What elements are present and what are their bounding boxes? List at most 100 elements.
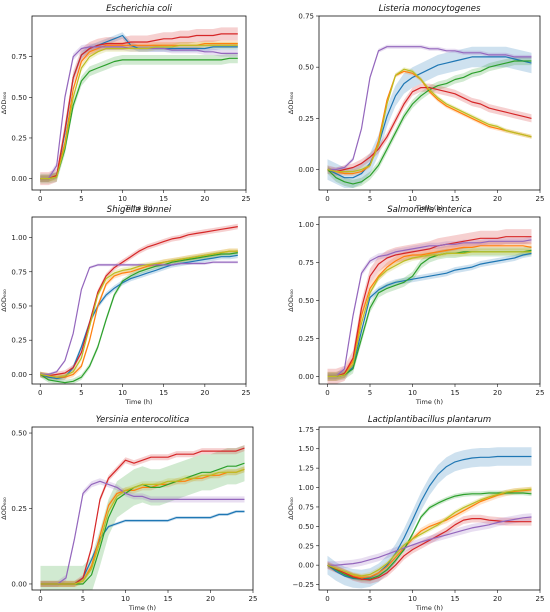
x-axis-label: Time (h) (415, 204, 443, 212)
y-tick-label: 0.50 (11, 94, 27, 102)
x-tick-label: 15 (159, 195, 168, 203)
series-2-band (327, 486, 532, 581)
series-3-band (327, 490, 532, 582)
series-5-line (327, 239, 532, 377)
series-5-line (327, 46, 532, 171)
plot-area (40, 445, 245, 590)
x-tick-label: 10 (121, 595, 130, 603)
x-tick-label: 0 (38, 389, 42, 397)
plot-area (327, 447, 532, 589)
series-5-line (40, 261, 238, 375)
y-axis-label: ΔOD₆₀₀ (287, 289, 295, 312)
y-axis-label: ΔOD₆₀₀ (0, 497, 8, 520)
series-6-line (327, 488, 532, 577)
y-tick-label: 1.50 (298, 445, 314, 453)
x-tick-label: 25 (536, 195, 545, 203)
panel-title: Listeria monocytogenes (379, 4, 481, 14)
x-tick-label: 25 (249, 595, 258, 603)
y-tick-label: −0.25 (293, 581, 314, 589)
x-tick-label: 5 (81, 595, 85, 603)
x-axis-label: Time (h) (128, 604, 156, 612)
series-5-band (327, 513, 532, 569)
plot-area (39, 223, 238, 384)
x-tick-label: 25 (242, 195, 251, 203)
y-tick-label: 0.25 (298, 335, 314, 343)
x-tick-label: 0 (38, 595, 42, 603)
y-tick-label: 0.50 (11, 430, 27, 438)
x-tick-label: 0 (325, 595, 329, 603)
y-tick-label: 0.25 (298, 115, 314, 123)
x-tick-label: 20 (206, 595, 215, 603)
y-tick-label: 0.25 (298, 542, 314, 550)
x-tick-label: 20 (493, 195, 502, 203)
y-axis-label: ΔOD₆₀₀ (0, 289, 8, 312)
y-tick-label: 0.00 (298, 562, 314, 570)
series-3-band (40, 53, 238, 184)
x-tick-label: 10 (408, 389, 417, 397)
panel-title: Shigella sonnei (107, 205, 172, 215)
series-4-band (327, 229, 532, 384)
series-6-band (327, 67, 532, 174)
series-6-line (327, 68, 532, 173)
plot-area (40, 27, 238, 186)
y-tick-label: 0.00 (298, 373, 314, 381)
x-tick-label: 20 (493, 595, 502, 603)
series-3-line (39, 252, 238, 384)
y-tick-label: 0.75 (298, 13, 314, 21)
x-tick-label: 25 (536, 389, 545, 397)
series-1-line (327, 56, 532, 179)
x-tick-label: 5 (368, 389, 372, 397)
panel-title: Yersinia enterocolitica (96, 415, 189, 425)
x-tick-label: 5 (79, 389, 83, 397)
series-2-line (40, 42, 238, 180)
series-4-band (327, 83, 532, 176)
panel-title: Escherichia coli (106, 4, 173, 14)
series-1-band (40, 252, 238, 382)
x-tick-label: 10 (408, 595, 417, 603)
y-tick-label: 0.75 (11, 268, 27, 276)
series-4-line (327, 86, 532, 173)
y-tick-label: 1.25 (298, 465, 314, 473)
y-tick-label: 0.50 (11, 302, 27, 310)
x-axis-label: Time (h) (415, 398, 443, 406)
y-tick-label: 0.00 (298, 166, 314, 174)
x-tick-label: 0 (325, 195, 329, 203)
chart-panel-2: 0 5 10 15 20 25 0.00 0.25 0.50 0.75 Listeria monoc… (287, 4, 544, 212)
series-5-line (40, 480, 245, 585)
panels: 0 5 10 15 20 25 0.00 0.25 0.50 0.75 Escherichia co… (0, 4, 544, 612)
series-2-band (40, 466, 245, 587)
y-tick-label: 0.25 (11, 134, 27, 142)
x-tick-label: 5 (368, 595, 372, 603)
x-axis-label: Time (h) (124, 204, 152, 212)
series-2-line (327, 245, 532, 377)
y-tick-label: 0.00 (11, 371, 27, 379)
series-4-line (40, 226, 238, 377)
series-3-band (40, 445, 245, 590)
x-axis-label: Time (h) (124, 398, 152, 406)
x-tick-label: 20 (200, 389, 209, 397)
series-3-line (40, 57, 238, 180)
y-tick-label: 0.25 (11, 337, 27, 345)
x-tick-label: 5 (368, 195, 372, 203)
y-tick-label: 0.00 (11, 580, 27, 588)
axes-frame (31, 15, 247, 191)
y-tick-label: 0.25 (11, 505, 27, 513)
y-tick-label: 0.00 (11, 175, 27, 183)
x-tick-label: 20 (200, 195, 209, 203)
x-tick-label: 15 (164, 595, 173, 603)
x-tick-label: 10 (118, 195, 127, 203)
series-5-line (327, 516, 532, 566)
x-tick-label: 10 (408, 195, 417, 203)
panel-title: Lactiplantibacillus plantarum (368, 415, 491, 425)
y-tick-label: 0.75 (298, 259, 314, 267)
x-tick-label: 15 (159, 389, 168, 397)
axes-frame (318, 426, 541, 591)
axes-frame (31, 216, 247, 385)
y-tick-label: 1.00 (298, 484, 314, 492)
y-tick-label: 1.00 (11, 234, 27, 242)
series-1-line (327, 252, 532, 377)
chart-panel-3: 0 5 10 15 20 25 0.00 0.25 0.50 0.75 1.00 Shigella s… (0, 205, 250, 406)
y-tick-label: 0.50 (298, 297, 314, 305)
x-tick-label: 25 (536, 595, 545, 603)
chart-panel-4: 0 5 10 15 20 25 0.00 0.25 0.50 0.75 1.00 Salmonella… (287, 205, 544, 406)
